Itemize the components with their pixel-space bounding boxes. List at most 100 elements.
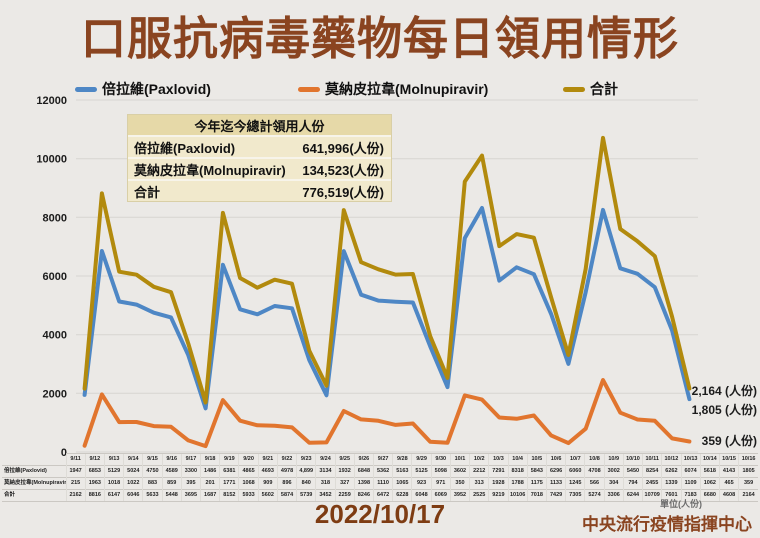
date-header-cell: 9/17 bbox=[180, 453, 201, 466]
table-cell: 5125 bbox=[411, 465, 432, 478]
daily-data-table: 9/11 9/12 9/13 9/14 9/15 9/16 9/17 9/18 9/19 9/20… bbox=[2, 453, 758, 502]
table-cell: 1932 bbox=[334, 465, 355, 478]
table-row: 莫納皮拉韋(Molnupiravir) 215 1963 1018 1022 883 859… bbox=[2, 477, 758, 490]
date-header-cell: 10/9 bbox=[603, 453, 624, 466]
table-cell: 327 bbox=[334, 477, 355, 490]
y-axis-tick-label: 12000 bbox=[36, 95, 67, 107]
page-title: 口服抗病毒藥物每日領用情形 bbox=[80, 13, 679, 64]
date-header-cell: 9/13 bbox=[103, 453, 124, 466]
date-header-cell: 9/24 bbox=[315, 453, 336, 466]
date-header-cell: 9/25 bbox=[334, 453, 355, 466]
table-cell: 4708 bbox=[584, 465, 605, 478]
date-header-cell: 9/18 bbox=[200, 453, 220, 466]
date-header-cell: 9/22 bbox=[276, 453, 297, 466]
table-row: 合計 2162 8816 6147 6046 5633 5448 3695 1687 8152 59… bbox=[2, 489, 758, 502]
table-cell: 8254 bbox=[642, 465, 662, 478]
table-cell: 304 bbox=[603, 477, 624, 490]
date-header-cell: 10/12 bbox=[661, 453, 681, 466]
table-cell: 3602 bbox=[449, 465, 470, 478]
legend-item-paxlovid: 倍拉維(Paxlovid) bbox=[75, 79, 211, 99]
series-end-label: 1,805 (人份) bbox=[692, 402, 757, 417]
table-cell: 8318 bbox=[507, 465, 528, 478]
table-cell: 2212 bbox=[469, 465, 489, 478]
table-cell: 215 bbox=[65, 477, 86, 490]
table-cell: 1963 bbox=[84, 477, 105, 490]
table-cell: 6680 bbox=[699, 489, 720, 502]
table-cell: 3695 bbox=[180, 489, 201, 502]
table-cell: 1486 bbox=[200, 465, 220, 478]
table-cell: 4,899 bbox=[296, 465, 316, 478]
table-cell: 3300 bbox=[180, 465, 201, 478]
legend-label: 合計 bbox=[590, 81, 618, 97]
summary-row-total: 合計 776,519(人份) bbox=[128, 179, 391, 201]
table-cell: 1175 bbox=[526, 477, 547, 490]
y-axis-tick-label: 6000 bbox=[43, 271, 67, 283]
table-cell: 6060 bbox=[565, 465, 585, 478]
date-header-row: 9/11 9/12 9/13 9/14 9/15 9/16 9/17 9/18 9/19 9/20… bbox=[2, 453, 758, 466]
series-line-molnupiravir bbox=[82, 378, 692, 449]
table-cell: 7305 bbox=[565, 489, 585, 502]
table-cell: 359 bbox=[738, 477, 758, 490]
table-cell: 6472 bbox=[372, 489, 393, 502]
summary-table-title: 今年迄今總計領用人份 bbox=[128, 115, 391, 136]
table-cell: 3452 bbox=[315, 489, 336, 502]
summary-row-label: 倍拉維(Paxlovid) bbox=[128, 135, 289, 158]
table-cell: 1018 bbox=[103, 477, 124, 490]
table-cell: 794 bbox=[622, 477, 643, 490]
table-cell: 5602 bbox=[257, 489, 278, 502]
table-cell: 7291 bbox=[488, 465, 509, 478]
y-axis-tick-label: 8000 bbox=[43, 212, 67, 224]
table-cell: 7183 bbox=[680, 489, 701, 502]
table-cell: 1771 bbox=[219, 477, 239, 490]
summary-row-value: 641,996(人份) bbox=[289, 135, 391, 158]
table-cell: 1110 bbox=[372, 477, 393, 490]
table-cell: 1065 bbox=[392, 477, 412, 490]
table-cell: 5874 bbox=[276, 489, 297, 502]
date-header-cell: 9/21 bbox=[257, 453, 278, 466]
organization-name: 中央流行疫情指揮中心 bbox=[582, 515, 752, 534]
date-header-cell: 10/5 bbox=[526, 453, 547, 466]
series-line-total bbox=[82, 135, 692, 405]
date-header-cell: 10/4 bbox=[507, 453, 528, 466]
table-cell: 2525 bbox=[469, 489, 489, 502]
table-cell: 1109 bbox=[680, 477, 701, 490]
table-cell: 1805 bbox=[738, 465, 758, 478]
table-cell: 2162 bbox=[65, 489, 86, 502]
date-header-cell: 9/16 bbox=[161, 453, 182, 466]
date-header-cell: 9/28 bbox=[392, 453, 412, 466]
series-line-paxlovid bbox=[82, 206, 692, 411]
date-header-cell: 10/11 bbox=[642, 453, 662, 466]
table-cell: 4143 bbox=[718, 465, 739, 478]
date-header-cell: 9/14 bbox=[123, 453, 143, 466]
y-axis-tick-label: 4000 bbox=[43, 330, 67, 342]
table-cell: 3002 bbox=[603, 465, 624, 478]
date-header-cell: 10/6 bbox=[545, 453, 566, 466]
table-cell: 859 bbox=[161, 477, 182, 490]
table-cell: 2455 bbox=[642, 477, 662, 490]
series-end-label: 359 (人份) bbox=[702, 433, 757, 448]
summary-row-value: 134,523(人份) bbox=[289, 157, 391, 180]
table-corner-cell bbox=[2, 454, 66, 466]
table-cell: 2259 bbox=[334, 489, 355, 502]
total-line-swatch-icon bbox=[563, 86, 585, 92]
table-cell: 350 bbox=[449, 477, 470, 490]
table-cell: 6296 bbox=[545, 465, 566, 478]
date-header-cell: 10/15 bbox=[718, 453, 739, 466]
table-cell: 6069 bbox=[430, 489, 451, 502]
table-cell: 1245 bbox=[565, 477, 585, 490]
table-cell: 9219 bbox=[488, 489, 509, 502]
line-chart: 0 2000 4000 6000 8000 10000 12000 2,164 (人份) 1,8… bbox=[36, 95, 757, 459]
table-cell: 840 bbox=[296, 477, 316, 490]
y-axis-tick-label: 0 bbox=[61, 447, 67, 459]
table-cell: 5129 bbox=[103, 465, 124, 478]
y-axis-tick-label: 2000 bbox=[43, 388, 67, 400]
table-cell: 8152 bbox=[219, 489, 239, 502]
summary-row-molnupiravir: 莫納皮拉韋(Molnupiravir) 134,523(人份) bbox=[128, 157, 391, 180]
legend-label: 莫納皮拉韋(Molnupiravir) bbox=[325, 81, 489, 97]
table-cell: 5448 bbox=[161, 489, 182, 502]
table-cell: 5098 bbox=[430, 465, 451, 478]
table-cell: 909 bbox=[257, 477, 278, 490]
table-cell: 1022 bbox=[123, 477, 143, 490]
date-header-cell: 10/14 bbox=[699, 453, 720, 466]
table-cell: 5274 bbox=[584, 489, 605, 502]
